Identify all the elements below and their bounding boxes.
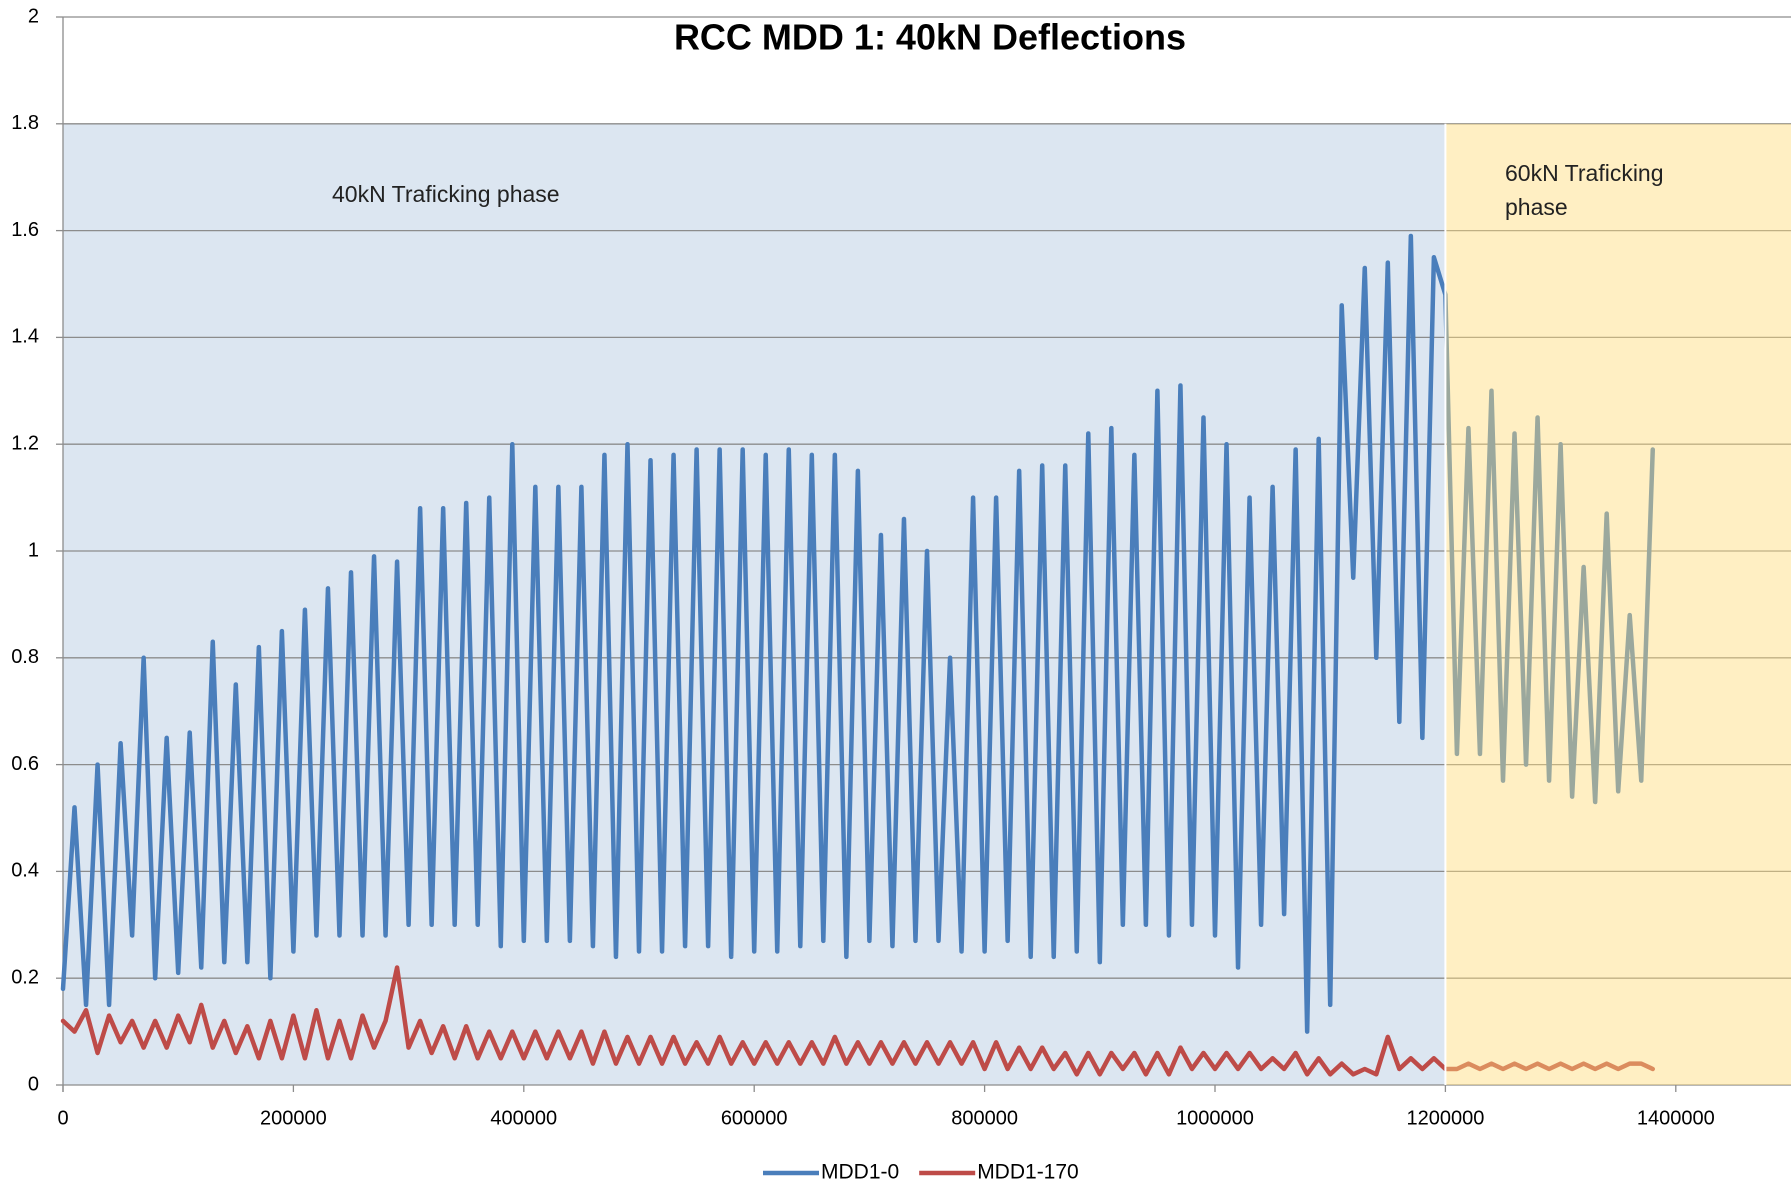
label-layer: 40kN Traficking phase 60kN Traficking phas… [11,5,1715,1183]
x-tick-label: 200000 [260,1107,327,1129]
series-line [60,965,1656,1077]
x-tick-label: 1400000 [1637,1107,1715,1129]
legend-label: MDD1-170 [977,1161,1079,1184]
x-tick-label: 400000 [490,1107,557,1129]
phase-region [1445,123,1791,1086]
series-line [60,233,1656,1034]
x-tick-label: 800000 [951,1107,1018,1129]
y-tick-label: 1 [28,539,39,561]
y-tick-label: 0.4 [11,860,39,882]
overlay-layer [1444,123,1791,1086]
y-tick-label: 2 [28,5,39,27]
chart-title: RCC MDD 1: 40kN Deflections [674,17,1186,58]
x-tick-label: 1000000 [1176,1107,1254,1129]
y-tick-label: 0.2 [11,966,39,988]
y-tick-label: 1.2 [11,432,39,454]
legend-label: MDD1-0 [821,1161,899,1184]
y-tick-label: 1.8 [11,112,39,134]
region-label: 60kN Traficking [1505,160,1664,186]
y-tick-label: 0.8 [11,646,39,668]
y-tick-label: 1.4 [11,326,39,348]
x-tick-label: 0 [57,1107,68,1129]
region-label: 40kN Traficking phase [332,181,560,207]
y-tick-label: 0.6 [11,753,39,775]
y-tick-label: 1.6 [11,219,39,241]
x-tick-label: 600000 [721,1107,788,1129]
series-layer [60,233,1656,1077]
y-tick-label: 0 [28,1073,39,1095]
x-tick-label: 1200000 [1406,1107,1484,1129]
region-label: phase [1505,194,1568,220]
